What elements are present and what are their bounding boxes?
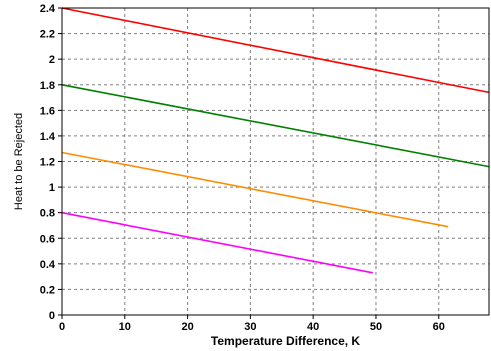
y-tick-label: 1.8 [40, 80, 55, 92]
series-line-4 [61, 211, 373, 274]
series-line-1 [61, 7, 490, 94]
y-tick-label: 0.6 [40, 233, 55, 245]
x-tick-label: 60 [433, 321, 445, 333]
y-axis-ticks: 0 0.2 0.4 0.6 0.8 1 1.2 1.4 1.6 1.8 2 2.2 2.4 [40, 3, 62, 322]
series-line-3 [61, 151, 449, 228]
y-tick-label: 2.4 [40, 3, 56, 15]
y-tick-label: 1 [49, 182, 55, 194]
y-tick-label: 0 [49, 310, 55, 322]
y-tick-label: 2.2 [40, 29, 55, 41]
x-tick-label: 40 [307, 321, 319, 333]
x-tick-label: 30 [244, 321, 256, 333]
series-lines [61, 7, 490, 274]
y-tick-label: 1.4 [40, 131, 56, 143]
y-tick-label: 1.6 [40, 105, 55, 117]
grid [62, 8, 489, 315]
y-tick-label: 0.8 [40, 208, 55, 220]
y-tick-label: 0.4 [40, 259, 56, 271]
x-axis-title: Temperature Difference, K [211, 334, 360, 348]
x-tick-label: 20 [181, 321, 193, 333]
x-tick-label: 50 [370, 321, 382, 333]
y-tick-label: 2 [49, 54, 55, 66]
x-axis-ticks: 0 10 20 30 40 50 60 [59, 315, 445, 333]
y-tick-label: 1.2 [40, 157, 55, 169]
y-axis-title: Heat to be Rejected [13, 113, 25, 210]
series-line-2 [61, 84, 490, 168]
y-tick-label: 0.2 [40, 284, 55, 296]
x-tick-label: 0 [59, 321, 65, 333]
x-tick-label: 10 [119, 321, 131, 333]
